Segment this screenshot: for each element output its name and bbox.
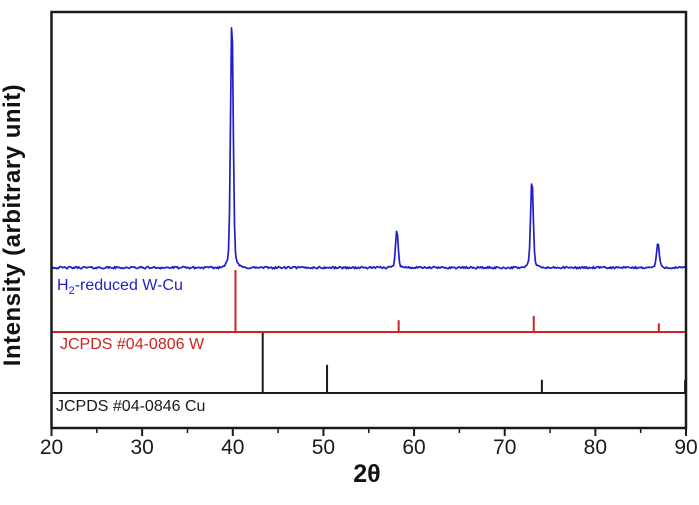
series-label-subscript: 2 bbox=[68, 285, 75, 298]
series-label-jcpds-cu: JCPDS #04-0846 Cu bbox=[56, 398, 206, 415]
x-tick-label: 90 bbox=[674, 436, 698, 459]
series-label-text: H bbox=[57, 277, 69, 294]
plot-frame bbox=[50, 10, 688, 430]
series-label-h2-reduced-w-cu: H2-reduced W-Cu bbox=[57, 277, 183, 297]
x-tick-label: 50 bbox=[311, 436, 336, 459]
x-tick-label: 40 bbox=[221, 436, 245, 459]
y-axis-label: Intensity (arbitrary unit) bbox=[0, 83, 26, 367]
x-tick-label: 70 bbox=[493, 436, 517, 459]
x-tick-label: 80 bbox=[583, 436, 608, 459]
xrd-trace bbox=[51, 27, 686, 270]
series-label-text: -reduced W-Cu bbox=[74, 277, 183, 294]
series-label-jcpds-w: JCPDS #04-0806 W bbox=[60, 336, 205, 353]
x-tick-label: 60 bbox=[402, 436, 426, 459]
x-axis-label: 2θ bbox=[353, 460, 381, 488]
x-tick-label: 30 bbox=[130, 436, 154, 459]
x-tick-label: 20 bbox=[39, 436, 64, 459]
